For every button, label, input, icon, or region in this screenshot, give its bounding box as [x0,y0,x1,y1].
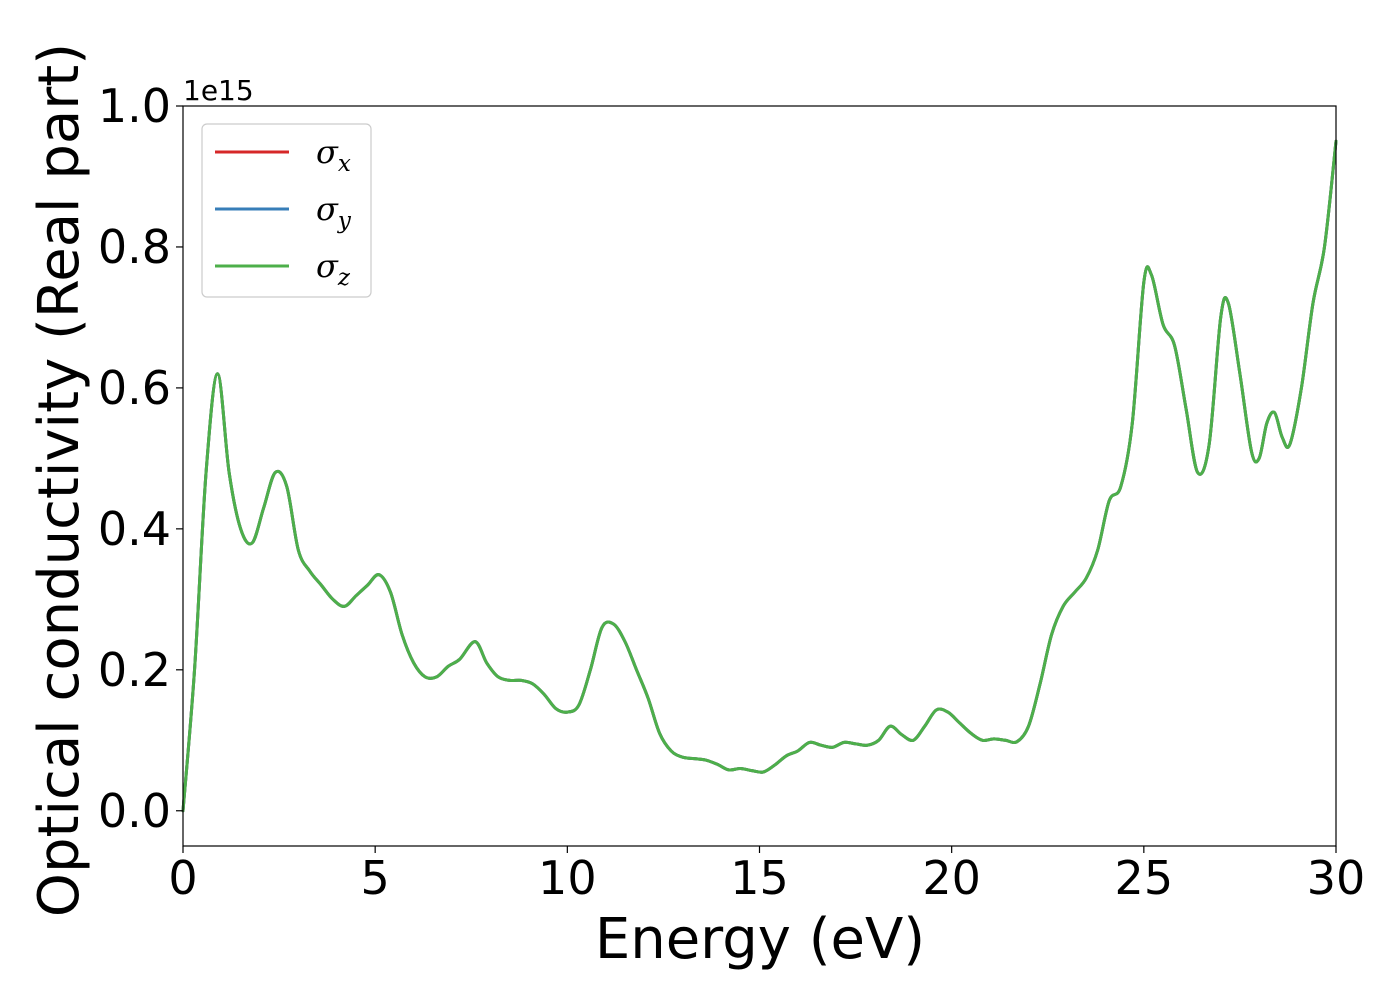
x-tick-label: 5 [361,851,390,905]
x-tick-label: 25 [1115,851,1174,905]
x-tick-label: 20 [922,851,981,905]
x-tick-label: 0 [168,851,197,905]
x-tick-label: 10 [538,851,597,905]
y-tick-label: 0.2 [98,643,171,697]
legend-label: σz [316,247,351,291]
series-layer [181,139,1338,813]
y-tick-label: 1.0 [98,79,171,133]
y-tick-label: 0.8 [98,220,171,274]
y-axis-title: Optical conductivity (Real part) [27,43,92,917]
x-tick-label: 15 [730,851,789,905]
x-axis-ticks: 0 5 10 15 20 25 30 [168,846,1365,905]
y-tick-label: 0.6 [98,361,171,415]
y-axis-ticks: 0.0 0.2 0.4 0.6 0.8 1.0 [98,79,183,838]
y-axis-offset-text: 1e15 [183,74,254,107]
y-tick-label: 0.0 [98,784,171,838]
legend-items: σx σy σz [215,133,352,291]
legend-label: σx [316,133,351,177]
y-tick-label: 0.4 [98,502,171,556]
legend: σx σy σz [201,123,372,298]
series-line-3 [181,139,1338,813]
legend-label: σy [316,190,352,234]
x-tick-label: 30 [1307,851,1366,905]
x-axis-title: Energy (eV) [595,907,925,972]
